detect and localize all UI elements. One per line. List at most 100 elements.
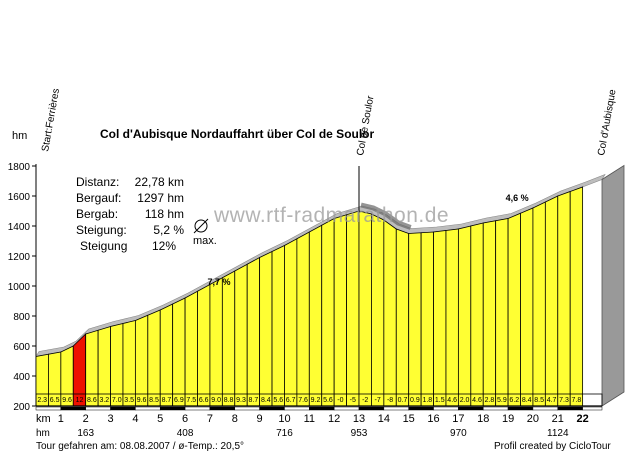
stat-max-grade-value: 12%	[151, 239, 176, 253]
grade-label-13: 7.5	[186, 397, 196, 404]
profile-bar-36	[470, 222, 484, 407]
hm-mark-5: 970	[450, 428, 467, 439]
grade-label-34: 4.6	[447, 397, 457, 404]
profile-bar-17	[234, 263, 248, 407]
km-strip-19	[482, 406, 509, 411]
grade-label-41: 8.5	[534, 397, 544, 404]
grade-annotation-1: 7,7 %	[207, 277, 230, 287]
soulor-ridge-shadow	[360, 202, 412, 230]
grade-label-9: 9.6	[137, 397, 147, 404]
profile-bar-11	[159, 303, 174, 407]
grade-label-16: 8.8	[224, 397, 234, 404]
y-tick-label-200: 200	[13, 402, 30, 413]
km-strip-3	[85, 406, 111, 411]
grade-label-1: 2.3	[37, 397, 47, 404]
grade-label-8: 3.5	[124, 397, 134, 404]
profile-bar-28	[371, 213, 385, 407]
km-strip-20	[507, 406, 534, 411]
x-tick-label-16: 16	[427, 413, 439, 425]
km-strip-16	[408, 406, 434, 411]
y-tick-label-1800: 1800	[8, 162, 31, 173]
profile-bar-10	[147, 309, 161, 407]
hm-mark-3: 716	[276, 428, 293, 439]
profile-bar-32	[420, 231, 434, 407]
grade-label-43: 7.3	[559, 397, 569, 404]
y-tick-label-600: 600	[13, 342, 30, 353]
hm-mark-6: 1124	[547, 428, 569, 439]
grade-label-38: 5.9	[497, 397, 507, 404]
profile-bar-9	[134, 314, 149, 407]
x-tick-label-14: 14	[378, 413, 390, 425]
profile-bar-25	[333, 214, 347, 407]
chart-title: Col d'Aubisque Nordauffahrt über Col de …	[100, 127, 375, 141]
km-strip-9	[234, 406, 260, 411]
grade-label-22: 7.6	[298, 397, 308, 404]
stat-descent: Bergab: 118 hm	[76, 207, 184, 223]
grade-label-30: 0.7	[398, 397, 408, 404]
grade-label-5: 8.6	[87, 397, 97, 404]
profile-bar-42	[544, 195, 559, 407]
grade-label-21: 6.7	[286, 397, 296, 404]
waypoint-label-3: Col d'Aubisque	[596, 88, 619, 156]
km-strip-2	[60, 406, 86, 411]
y-axis-unit: hm	[12, 130, 28, 142]
profile-bar-43	[557, 190, 571, 407]
grade-label-19: 8.4	[261, 397, 271, 404]
x-tick-label-11: 11	[304, 413, 315, 425]
grade-label-28: -7	[375, 397, 381, 404]
profile-bar-18	[246, 256, 261, 407]
grade-label-4: 12	[76, 397, 84, 404]
grade-label-27: -2	[362, 397, 368, 404]
profile-bar-31	[408, 232, 422, 407]
profile-bar-44	[569, 186, 584, 407]
profile-bar-23	[308, 224, 323, 407]
x-tick-label-15: 15	[403, 413, 415, 425]
grade-label-11: 8.7	[162, 397, 172, 404]
profile-bar-34	[445, 228, 459, 407]
stat-ascent-value: 1297 hm	[137, 191, 184, 205]
km-strip-7	[184, 406, 211, 411]
y-tick-label-1000: 1000	[8, 282, 31, 293]
diameter-icon-slash	[193, 218, 209, 234]
profile-bar-12	[172, 297, 186, 407]
stat-avg-grade-value: 5,2 %	[153, 223, 184, 237]
profile-bar-24	[321, 217, 335, 407]
y-tick-label-1600: 1600	[8, 192, 31, 203]
profile-bar-33	[433, 230, 447, 407]
y-tick-label-400: 400	[13, 372, 30, 383]
profile-bar-39	[507, 212, 521, 407]
grade-label-18: 8.7	[249, 397, 259, 404]
grade-label-10: 8.5	[149, 397, 159, 404]
profile-bar-30	[395, 228, 410, 407]
x-tick-label-6: 6	[182, 413, 188, 425]
grade-label-31: 0.9	[410, 397, 420, 404]
stat-ascent-label: Bergauf:	[76, 191, 122, 205]
grade-label-32: 1.8	[422, 397, 432, 404]
stat-ascent: Bergauf: 1297 hm	[76, 191, 184, 207]
x-tick-label-21: 21	[552, 413, 564, 425]
grade-label-40: 8.4	[522, 397, 532, 404]
grade-label-42: 4.7	[547, 397, 557, 404]
x-tick-label-1: 1	[58, 413, 64, 425]
footer-tour-info: Tour gefahren am: 08.08.2007 / ø-Temp.: …	[36, 441, 245, 452]
grade-label-17: 9.3	[236, 397, 246, 404]
stat-avg-grade: Steigung: 5,2 %	[76, 223, 184, 239]
x-tick-label-18: 18	[477, 413, 489, 425]
watermark-text: www.rtf-radmarathon.de	[214, 204, 450, 227]
profile-bar-20	[271, 244, 285, 407]
profile-bar-16	[221, 270, 236, 407]
grade-label-24: 5.6	[323, 397, 333, 404]
grade-label-29: -8	[387, 397, 393, 404]
waypoint-label-2: Col de Soulor	[355, 94, 376, 156]
km-strip-23	[582, 406, 603, 411]
grade-label-37: 2.8	[485, 397, 495, 404]
stat-max-grade-label: Steigung	[80, 239, 128, 253]
profile-bar-38	[495, 218, 509, 407]
grade-label-26: -5	[350, 397, 356, 404]
profile-bar-14	[197, 283, 211, 407]
x-tick-label-10: 10	[278, 413, 290, 425]
x-tick-label-2: 2	[83, 413, 89, 425]
x-tick-label-19: 19	[502, 413, 514, 425]
km-strip-21	[532, 406, 559, 411]
stat-distance-value: 22,78 km	[134, 175, 184, 189]
